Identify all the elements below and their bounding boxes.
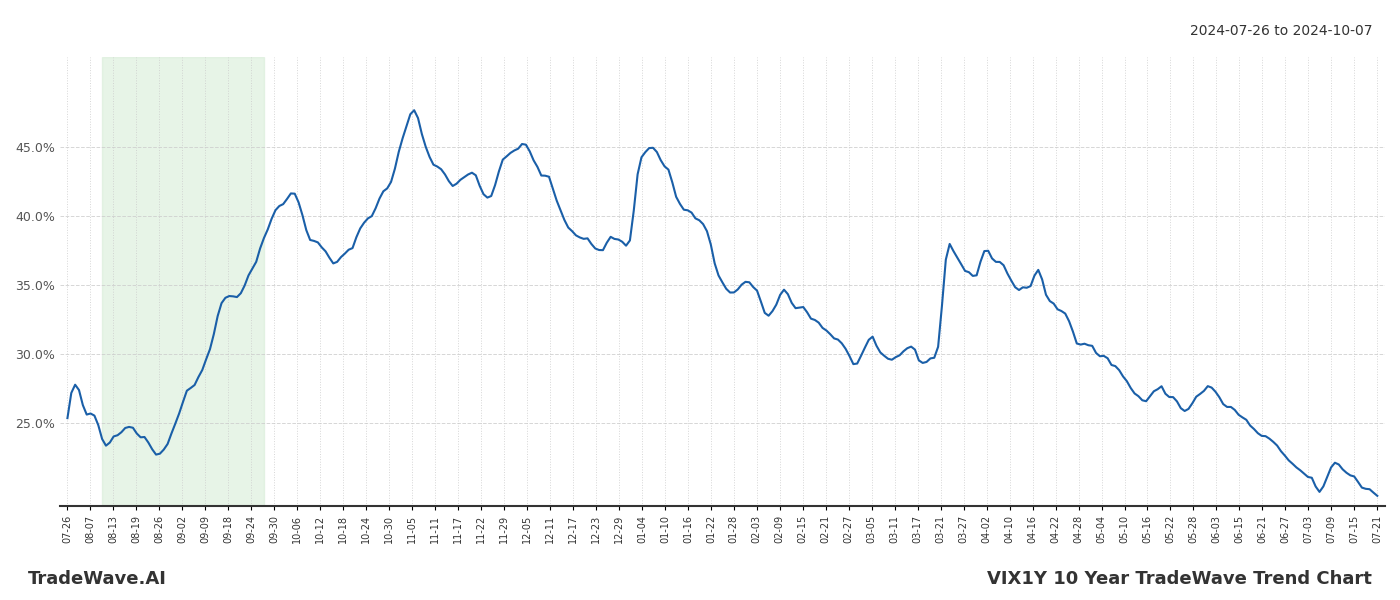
Bar: [102, 57, 265, 506]
Text: VIX1Y 10 Year TradeWave Trend Chart: VIX1Y 10 Year TradeWave Trend Chart: [987, 570, 1372, 588]
Text: TradeWave.AI: TradeWave.AI: [28, 570, 167, 588]
Text: 2024-07-26 to 2024-10-07: 2024-07-26 to 2024-10-07: [1190, 24, 1372, 38]
